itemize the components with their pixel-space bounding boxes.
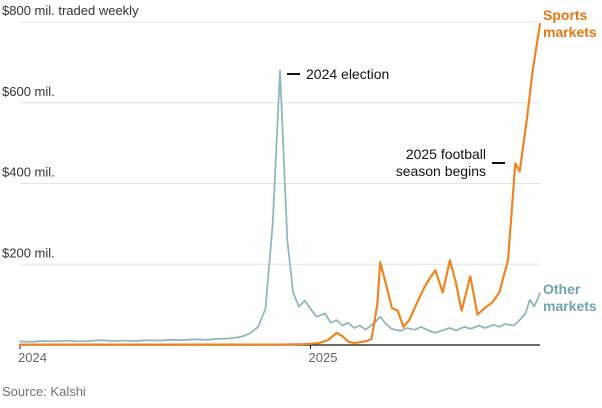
- annotation-connector-line: [287, 73, 300, 75]
- y-axis-tick-label-200: $200 mil.: [2, 245, 55, 260]
- y-axis-tick-label-800: $800 mil. traded weekly: [2, 3, 139, 18]
- annotation-text-2024-election: 2024 election: [306, 66, 390, 82]
- y-axis-tick-label-600: $600 mil.: [2, 84, 55, 99]
- annotation-text-2025-football-season: 2025 football season begins: [395, 146, 486, 179]
- series-line-sports-markets: [18, 22, 542, 346]
- x-axis-tick-label-2025: 2025: [309, 350, 338, 365]
- series-label-sports-markets: Sports markets: [543, 7, 597, 40]
- annotation-2025-football-season: 2025 football season begins: [382, 146, 505, 180]
- series-label-other-markets: Other markets: [543, 281, 597, 314]
- annotation-connector-line: [492, 162, 505, 164]
- series-line-other-markets: [19, 69, 541, 343]
- annotation-2024-election: 2024 election: [287, 66, 389, 82]
- source-credit: Source: Kalshi: [2, 384, 86, 399]
- y-axis-tick-label-400: $400 mil.: [2, 165, 55, 180]
- x-axis-tick-label-2024: 2024: [18, 350, 47, 365]
- chart-canvas: $800 mil. traded weekly $600 mil. $400 mil…: [2, 3, 542, 365]
